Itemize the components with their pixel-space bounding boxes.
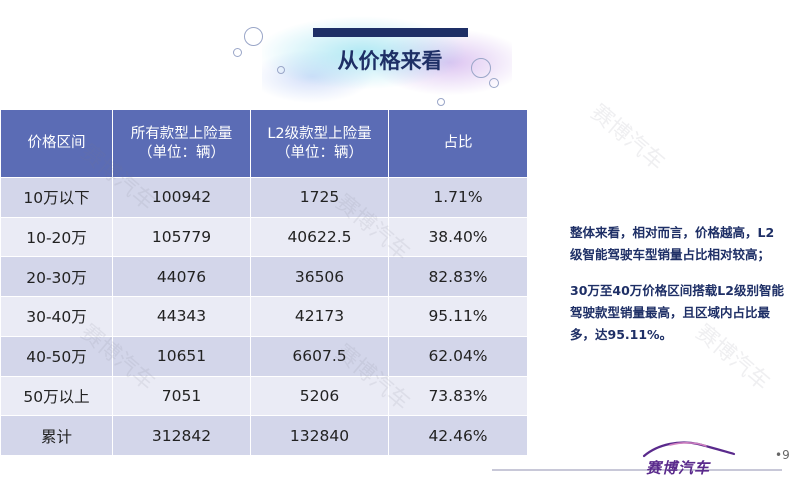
cell-price-range: 40-50万 [0, 335, 113, 377]
cell-all-models: 312842 [112, 415, 251, 456]
logo-text: 赛博汽车 [646, 459, 711, 477]
cell-ratio: 95.11% [388, 296, 528, 337]
price-range-table: 价格区间 所有款型上险量 （单位：辆） L2级款型上险量 （单位：辆） 占比 1… [0, 109, 528, 456]
note-paragraph: 整体来看，相对而言，价格越高，L2级智能驾驶车型销量占比相对较高； [570, 225, 775, 262]
cell-price-range: 20-30万 [0, 256, 113, 298]
table-row: 20-30万 44076 36506 82.83% [0, 256, 528, 298]
bubble-decoration [437, 98, 445, 106]
cell-price-range: 10-20万 [0, 216, 113, 258]
cell-price-range: 50万以上 [0, 375, 113, 417]
table-row: 30-40万 44343 42173 95.11% [0, 296, 528, 337]
footer-divider [492, 469, 782, 471]
cell-ratio: 42.46% [388, 415, 528, 456]
brand-logo: 赛博汽车 [640, 438, 738, 480]
cell-ratio: 1.71% [388, 177, 528, 218]
cell-price-range: 累计 [0, 415, 113, 456]
cell-price-range: 30-40万 [0, 296, 113, 337]
table-row: 50万以上 7051 5206 73.83% [0, 375, 528, 417]
cell-ratio: 38.40% [388, 216, 528, 258]
header-l2-models: L2级款型上险量 （单位：辆） [250, 109, 389, 178]
cell-all-models: 105779 [112, 216, 251, 258]
cell-all-models: 44076 [112, 256, 251, 298]
table-row: 10-20万 105779 40622.5 38.40% [0, 216, 528, 258]
cell-l2-models: 5206 [250, 375, 389, 417]
cell-ratio: 82.83% [388, 256, 528, 298]
header-all-models: 所有款型上险量 （单位：辆） [112, 109, 251, 178]
title-accent-bar [313, 28, 468, 37]
header-price-range: 价格区间 [0, 109, 113, 178]
cell-all-models: 44343 [112, 296, 251, 337]
summary-notes: 整体来看，相对而言，价格越高，L2级智能驾驶车型销量占比相对较高； 30万至40… [570, 222, 785, 346]
page-title: 从价格来看 [337, 49, 443, 73]
table-row: 40-50万 10651 6607.5 62.04% [0, 335, 528, 377]
cell-l2-models: 132840 [250, 415, 389, 456]
note-paragraph: 30万至40万价格区间搭载L2级别智能驾驶款型销量最高，且区域内占比最多，达95… [570, 283, 784, 342]
cell-all-models: 10651 [112, 335, 251, 377]
bubble-decoration [489, 78, 499, 88]
cell-ratio: 73.83% [388, 375, 528, 417]
bubble-decoration [244, 27, 263, 46]
title-splash-decoration [262, 10, 512, 105]
watermark-text: 赛博汽车 [585, 100, 670, 176]
header-ratio: 占比 [388, 109, 528, 178]
cell-price-range: 10万以下 [0, 177, 113, 218]
cell-l2-models: 40622.5 [250, 216, 389, 258]
cell-l2-models: 1725 [250, 177, 389, 218]
cell-l2-models: 36506 [250, 256, 389, 298]
page-number: •9 [775, 448, 790, 462]
cell-l2-models: 42173 [250, 296, 389, 337]
cell-ratio: 62.04% [388, 335, 528, 377]
bubble-decoration [277, 66, 285, 74]
cell-l2-models: 6607.5 [250, 335, 389, 377]
cell-all-models: 7051 [112, 375, 251, 417]
car-outline-icon [642, 441, 736, 458]
header-text: 所有款型上险量 （单位：辆） [130, 125, 233, 161]
table-row-total: 累计 312842 132840 42.46% [0, 415, 528, 456]
bubble-decoration [233, 48, 242, 57]
header-text: L2级款型上险量 （单位：辆） [267, 125, 372, 161]
table-row: 10万以下 100942 1725 1.71% [0, 177, 528, 218]
bubble-decoration [471, 58, 491, 78]
table-header-row: 价格区间 所有款型上险量 （单位：辆） L2级款型上险量 （单位：辆） 占比 [0, 109, 528, 178]
cell-all-models: 100942 [112, 177, 251, 218]
